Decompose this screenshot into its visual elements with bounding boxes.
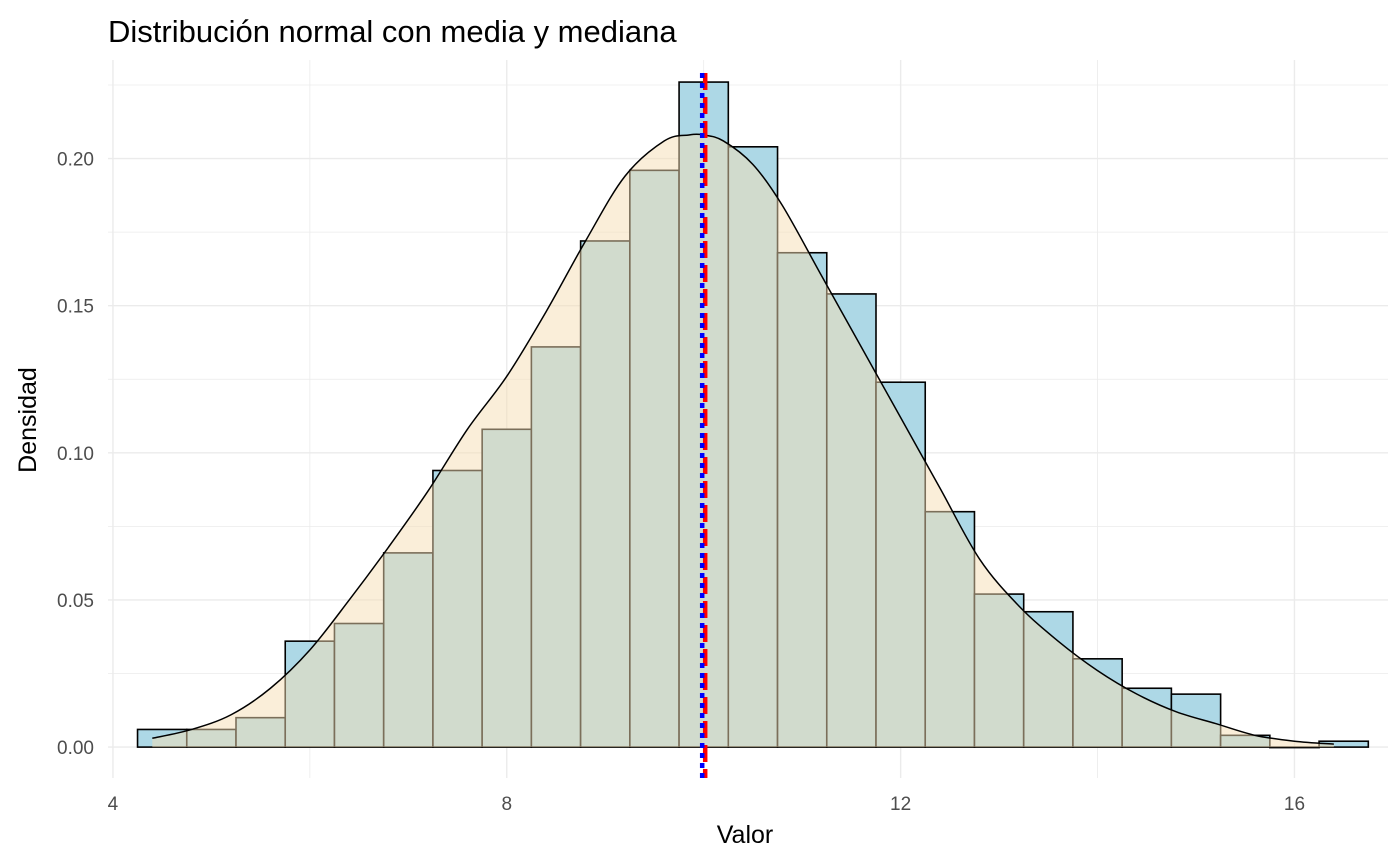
chart-title: Distribución normal con media y mediana — [108, 14, 677, 49]
y-tick-label: 0.15 — [57, 297, 94, 318]
x-axis-ticks: 4 8 12 16 — [108, 794, 1305, 815]
density-area — [152, 134, 1334, 748]
y-tick-label: 0.05 — [57, 591, 94, 612]
density-line — [152, 133, 1334, 745]
y-tick-label: 0.10 — [57, 444, 94, 465]
y-axis-ticks: 0.00 0.05 0.10 0.15 0.20 — [57, 150, 94, 760]
density-curve-group — [152, 133, 1334, 748]
x-axis-title: Valor — [717, 821, 774, 849]
x-tick-label: 4 — [108, 794, 119, 815]
histogram-bar — [1269, 746, 1320, 749]
x-tick-label: 8 — [501, 794, 512, 815]
x-tick-label: 12 — [890, 794, 911, 815]
reference-lines — [699, 73, 708, 778]
y-axis-title: Densidad — [14, 367, 42, 473]
y-tick-label: 0.20 — [57, 150, 94, 171]
x-tick-label: 16 — [1284, 794, 1305, 815]
y-tick-label: 0.00 — [57, 738, 94, 759]
